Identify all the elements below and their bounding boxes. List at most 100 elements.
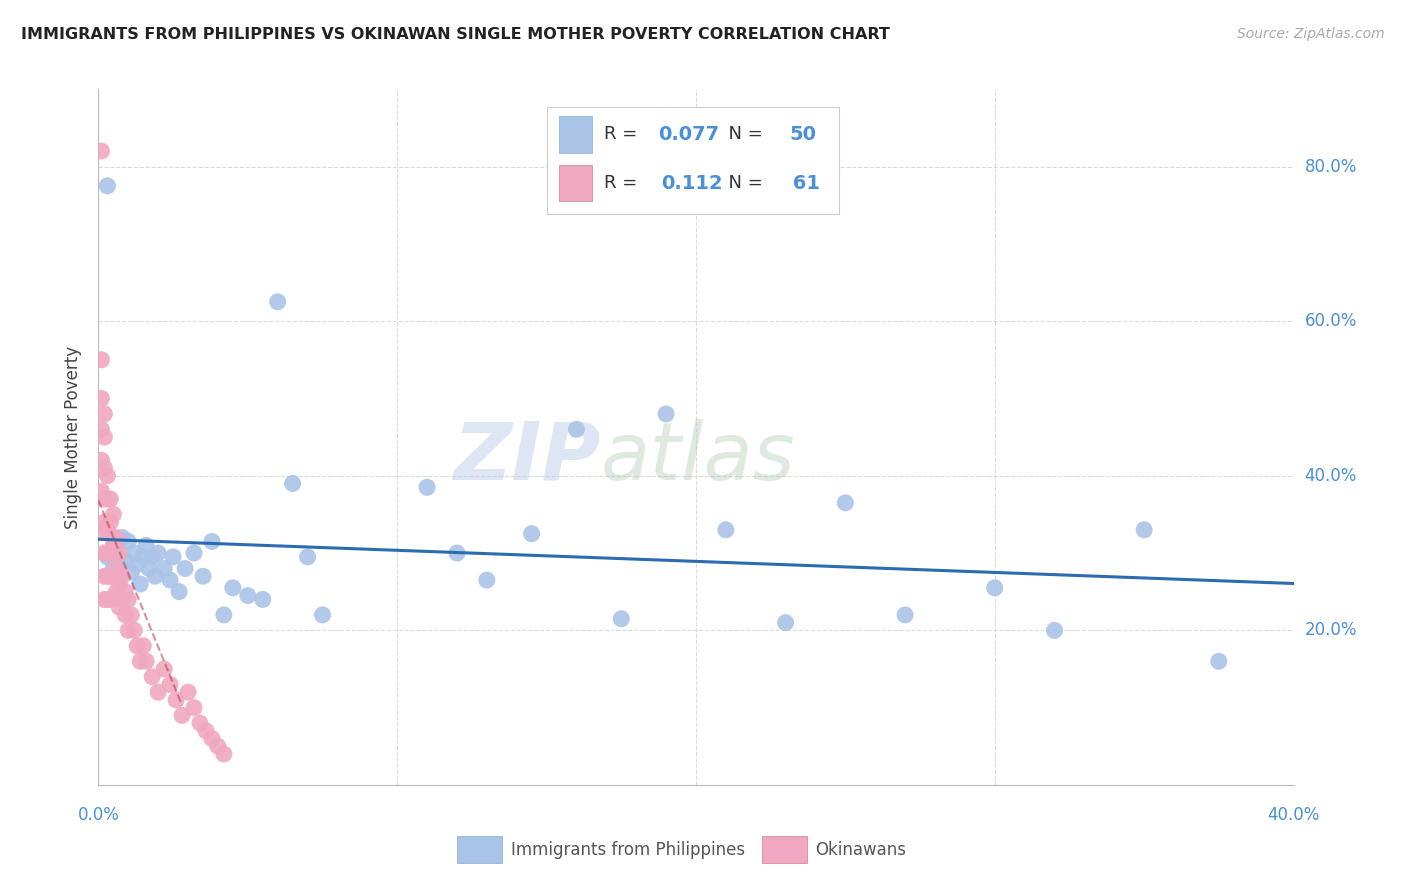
Text: Immigrants from Philippines: Immigrants from Philippines bbox=[510, 840, 745, 859]
Point bbox=[565, 422, 588, 436]
Point bbox=[124, 546, 146, 560]
Text: atlas: atlas bbox=[600, 419, 796, 497]
Point bbox=[90, 352, 112, 367]
Point bbox=[98, 592, 122, 607]
Point bbox=[984, 581, 1007, 595]
Point bbox=[127, 639, 149, 653]
Point bbox=[103, 592, 125, 607]
Point bbox=[90, 422, 112, 436]
Text: 20.0%: 20.0% bbox=[1305, 622, 1357, 640]
Point bbox=[236, 589, 259, 603]
Point bbox=[93, 407, 115, 421]
Text: N =: N = bbox=[717, 174, 769, 192]
Point bbox=[177, 685, 200, 699]
Text: 0.0%: 0.0% bbox=[77, 805, 120, 824]
Point bbox=[191, 569, 214, 583]
Point bbox=[96, 592, 118, 607]
Point bbox=[172, 708, 194, 723]
Point bbox=[96, 468, 118, 483]
Point bbox=[894, 607, 917, 622]
Point bbox=[153, 662, 176, 676]
FancyBboxPatch shape bbox=[547, 106, 839, 214]
Point bbox=[111, 531, 134, 545]
FancyBboxPatch shape bbox=[457, 837, 502, 863]
Point bbox=[98, 491, 122, 506]
Point bbox=[1043, 624, 1066, 638]
Point bbox=[148, 546, 170, 560]
Point bbox=[267, 294, 290, 309]
Point bbox=[138, 561, 160, 575]
Text: IMMIGRANTS FROM PHILIPPINES VS OKINAWAN SINGLE MOTHER POVERTY CORRELATION CHART: IMMIGRANTS FROM PHILIPPINES VS OKINAWAN … bbox=[21, 27, 890, 42]
Point bbox=[117, 592, 139, 607]
Text: 50: 50 bbox=[789, 125, 817, 144]
Text: R =: R = bbox=[605, 174, 648, 192]
Point bbox=[129, 577, 152, 591]
Point bbox=[475, 573, 498, 587]
Point bbox=[96, 523, 118, 537]
Text: R =: R = bbox=[605, 126, 643, 144]
Point bbox=[132, 639, 155, 653]
Point bbox=[174, 561, 197, 575]
Point bbox=[90, 144, 112, 158]
Text: Okinawans: Okinawans bbox=[815, 840, 907, 859]
Point bbox=[98, 569, 122, 583]
Point bbox=[120, 566, 142, 580]
Point bbox=[281, 476, 304, 491]
Point bbox=[105, 561, 128, 575]
Point bbox=[127, 558, 149, 572]
Y-axis label: Single Mother Poverty: Single Mother Poverty bbox=[65, 345, 83, 529]
Point bbox=[297, 549, 319, 564]
Point bbox=[141, 549, 163, 564]
Point bbox=[141, 670, 163, 684]
Point bbox=[117, 624, 139, 638]
Point bbox=[103, 508, 125, 522]
Point bbox=[212, 747, 235, 761]
Point bbox=[105, 546, 128, 560]
Point bbox=[135, 654, 157, 668]
Text: N =: N = bbox=[717, 126, 769, 144]
Point bbox=[159, 677, 181, 691]
Point bbox=[108, 558, 131, 572]
Point bbox=[108, 577, 131, 591]
Point bbox=[98, 515, 122, 529]
Point bbox=[124, 624, 146, 638]
Point bbox=[93, 569, 115, 583]
Point bbox=[148, 685, 170, 699]
Point bbox=[103, 561, 125, 575]
Text: ZIP: ZIP bbox=[453, 419, 600, 497]
Point bbox=[98, 546, 122, 560]
FancyBboxPatch shape bbox=[558, 165, 592, 202]
Point bbox=[183, 546, 205, 560]
Point bbox=[1208, 654, 1230, 668]
Point bbox=[105, 584, 128, 599]
Point bbox=[207, 739, 229, 754]
Point bbox=[446, 546, 468, 560]
Point bbox=[93, 515, 115, 529]
Point bbox=[114, 584, 136, 599]
Point bbox=[714, 523, 737, 537]
Point bbox=[159, 573, 181, 587]
Text: 40.0%: 40.0% bbox=[1305, 467, 1357, 484]
Point bbox=[188, 716, 211, 731]
Point bbox=[129, 654, 152, 668]
Point bbox=[108, 600, 131, 615]
Point bbox=[1133, 523, 1156, 537]
Point bbox=[96, 569, 118, 583]
Point bbox=[96, 546, 118, 560]
FancyBboxPatch shape bbox=[762, 837, 807, 863]
FancyBboxPatch shape bbox=[558, 116, 592, 153]
Point bbox=[165, 693, 187, 707]
Point bbox=[120, 607, 142, 622]
Point bbox=[117, 534, 139, 549]
Point bbox=[195, 723, 218, 738]
Point bbox=[162, 549, 184, 564]
Point bbox=[610, 612, 633, 626]
Point bbox=[90, 523, 112, 537]
Point bbox=[201, 534, 224, 549]
Point bbox=[520, 526, 543, 541]
Point bbox=[167, 584, 190, 599]
Point bbox=[111, 592, 134, 607]
Point bbox=[252, 592, 274, 607]
Point bbox=[90, 392, 112, 406]
Point bbox=[93, 592, 115, 607]
